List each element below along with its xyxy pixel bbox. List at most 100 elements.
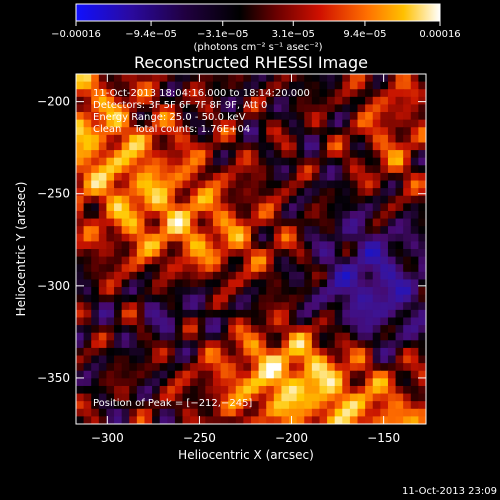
heatmap-cell <box>212 385 222 395</box>
heatmap-cell <box>311 157 321 166</box>
heatmap-cell <box>334 355 343 364</box>
heatmap-cell <box>121 294 130 303</box>
heatmap-cell <box>395 203 404 212</box>
heatmap-cell <box>410 249 419 258</box>
heatmap-cell <box>190 264 199 273</box>
heatmap-cell <box>98 241 108 250</box>
heatmap-cell <box>235 347 244 357</box>
heatmap-cell <box>319 233 328 242</box>
heatmap-cell <box>197 89 206 98</box>
heatmap-cell <box>319 241 328 250</box>
heatmap-cell <box>205 370 214 379</box>
heatmap-cell <box>327 279 336 288</box>
heatmap-cell <box>197 195 206 204</box>
heatmap-cell <box>281 332 290 341</box>
heatmap-cell <box>380 279 389 288</box>
heatmap-cell <box>136 302 146 311</box>
heatmap-cell <box>319 340 328 349</box>
heatmap-cell <box>395 226 404 235</box>
colorbar-tick-label: −0.00016 <box>51 29 101 40</box>
heatmap-cell <box>243 271 252 281</box>
heatmap-cell <box>144 416 153 424</box>
heatmap-cell <box>251 172 260 182</box>
heatmap-cell <box>121 378 130 387</box>
heatmap-cell <box>114 127 123 136</box>
heatmap-cell <box>311 112 321 121</box>
heatmap-cell <box>273 104 283 113</box>
heatmap-cell <box>174 302 184 311</box>
heatmap-cell <box>410 233 419 242</box>
heatmap-cell <box>266 112 275 121</box>
heatmap-cell <box>83 302 92 311</box>
heatmap-cell <box>281 134 290 144</box>
heatmap-cell <box>296 302 305 311</box>
heatmap-cell <box>357 249 366 258</box>
heatmap-cell <box>273 279 283 288</box>
heatmap-cell <box>418 127 426 136</box>
heatmap-cell <box>205 210 214 220</box>
heatmap-cell <box>205 241 214 250</box>
heatmap-cell <box>334 385 343 395</box>
heatmap-cell <box>403 256 412 265</box>
heatmap-cell <box>205 347 214 357</box>
heatmap-cell <box>190 210 199 220</box>
heatmap-cell <box>311 408 321 417</box>
heatmap-cell <box>91 119 100 128</box>
heatmap-cell <box>395 112 404 121</box>
heatmap-cell <box>114 180 123 189</box>
heatmap-cell <box>266 180 275 189</box>
heatmap-cell <box>251 119 260 128</box>
heatmap-cell <box>403 127 412 136</box>
heatmap-cell <box>258 249 267 258</box>
heatmap-cell <box>418 363 426 372</box>
heatmap-cell <box>190 355 199 364</box>
heatmap-cell <box>296 309 305 319</box>
heatmap-cell <box>319 309 328 319</box>
heatmap-cell <box>182 104 191 113</box>
heatmap-cell <box>114 74 123 83</box>
heatmap-cell <box>289 226 298 235</box>
heatmap-cell <box>76 142 85 151</box>
heatmap-cell <box>342 256 351 265</box>
heatmap-cell <box>342 332 351 341</box>
heatmap-cell <box>91 96 100 106</box>
plot-frame <box>75 73 427 425</box>
heatmap-cell <box>258 172 267 182</box>
heatmap-cell <box>197 180 206 189</box>
heatmap-cell <box>144 210 153 220</box>
heatmap-cell <box>281 317 290 326</box>
heatmap-cell <box>266 363 275 372</box>
heatmap-cell <box>410 355 419 364</box>
heatmap-cell <box>387 408 397 417</box>
heatmap-cell <box>289 264 298 273</box>
heatmap-cell <box>174 249 184 258</box>
heatmap-cell <box>380 408 389 417</box>
heatmap-cell <box>327 119 336 128</box>
heatmap-cell <box>342 134 351 144</box>
heatmap-cell <box>365 325 374 334</box>
heatmap-cell <box>365 180 374 189</box>
heatmap-cell <box>190 401 199 410</box>
heatmap-cell <box>349 302 359 311</box>
heatmap-cell <box>235 401 244 410</box>
heatmap-cell <box>114 264 123 273</box>
heatmap-cell <box>235 408 244 417</box>
heatmap-cell <box>152 89 161 98</box>
heatmap-cell <box>395 188 404 197</box>
heatmap-cell <box>167 302 176 311</box>
heatmap-cell <box>289 180 298 189</box>
heatmap-cell <box>212 378 222 387</box>
heatmap-cell <box>357 287 366 296</box>
heatmap-cell <box>167 340 176 349</box>
heatmap-cell <box>212 157 222 166</box>
heatmap-cell <box>174 150 184 159</box>
heatmap-cell <box>334 378 343 387</box>
heatmap-cell <box>91 393 100 402</box>
heatmap-cell <box>174 340 184 349</box>
heatmap-cell <box>365 96 374 106</box>
heatmap-cell <box>304 150 313 159</box>
heatmap-cell <box>182 355 191 364</box>
heatmap-cell <box>243 142 252 151</box>
heatmap-cell <box>357 233 366 242</box>
heatmap-cell <box>76 408 85 417</box>
